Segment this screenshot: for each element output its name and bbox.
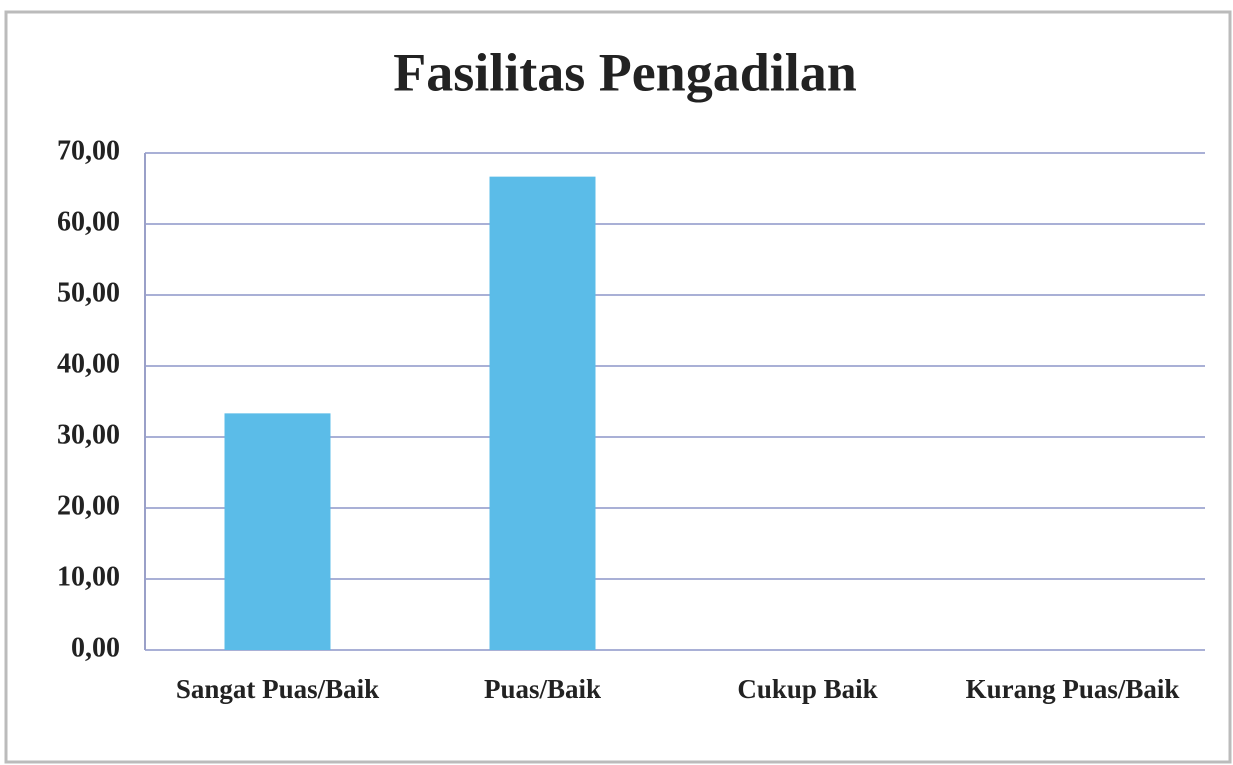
x-tick-label: Sangat Puas/Baik — [175, 674, 380, 704]
x-tick-label: Puas/Baik — [483, 674, 602, 704]
y-tick-label: 30,00 — [57, 419, 120, 450]
y-tick-label: 20,00 — [57, 490, 120, 521]
y-tick-label: 70,00 — [57, 135, 120, 166]
x-tick-label: Kurang Puas/Baik — [965, 674, 1180, 704]
y-tick-label: 10,00 — [57, 561, 120, 592]
y-tick-label: 50,00 — [57, 277, 120, 308]
y-tick-label: 0,00 — [71, 632, 120, 663]
bar — [489, 176, 596, 650]
chart-title: Fasilitas Pengadilan — [393, 42, 857, 102]
bar — [224, 413, 331, 650]
x-tick-label: Cukup Baik — [737, 674, 878, 704]
chart-border — [4, 10, 1232, 764]
y-tick-label: 40,00 — [57, 348, 120, 379]
y-tick-label: 60,00 — [57, 206, 120, 237]
